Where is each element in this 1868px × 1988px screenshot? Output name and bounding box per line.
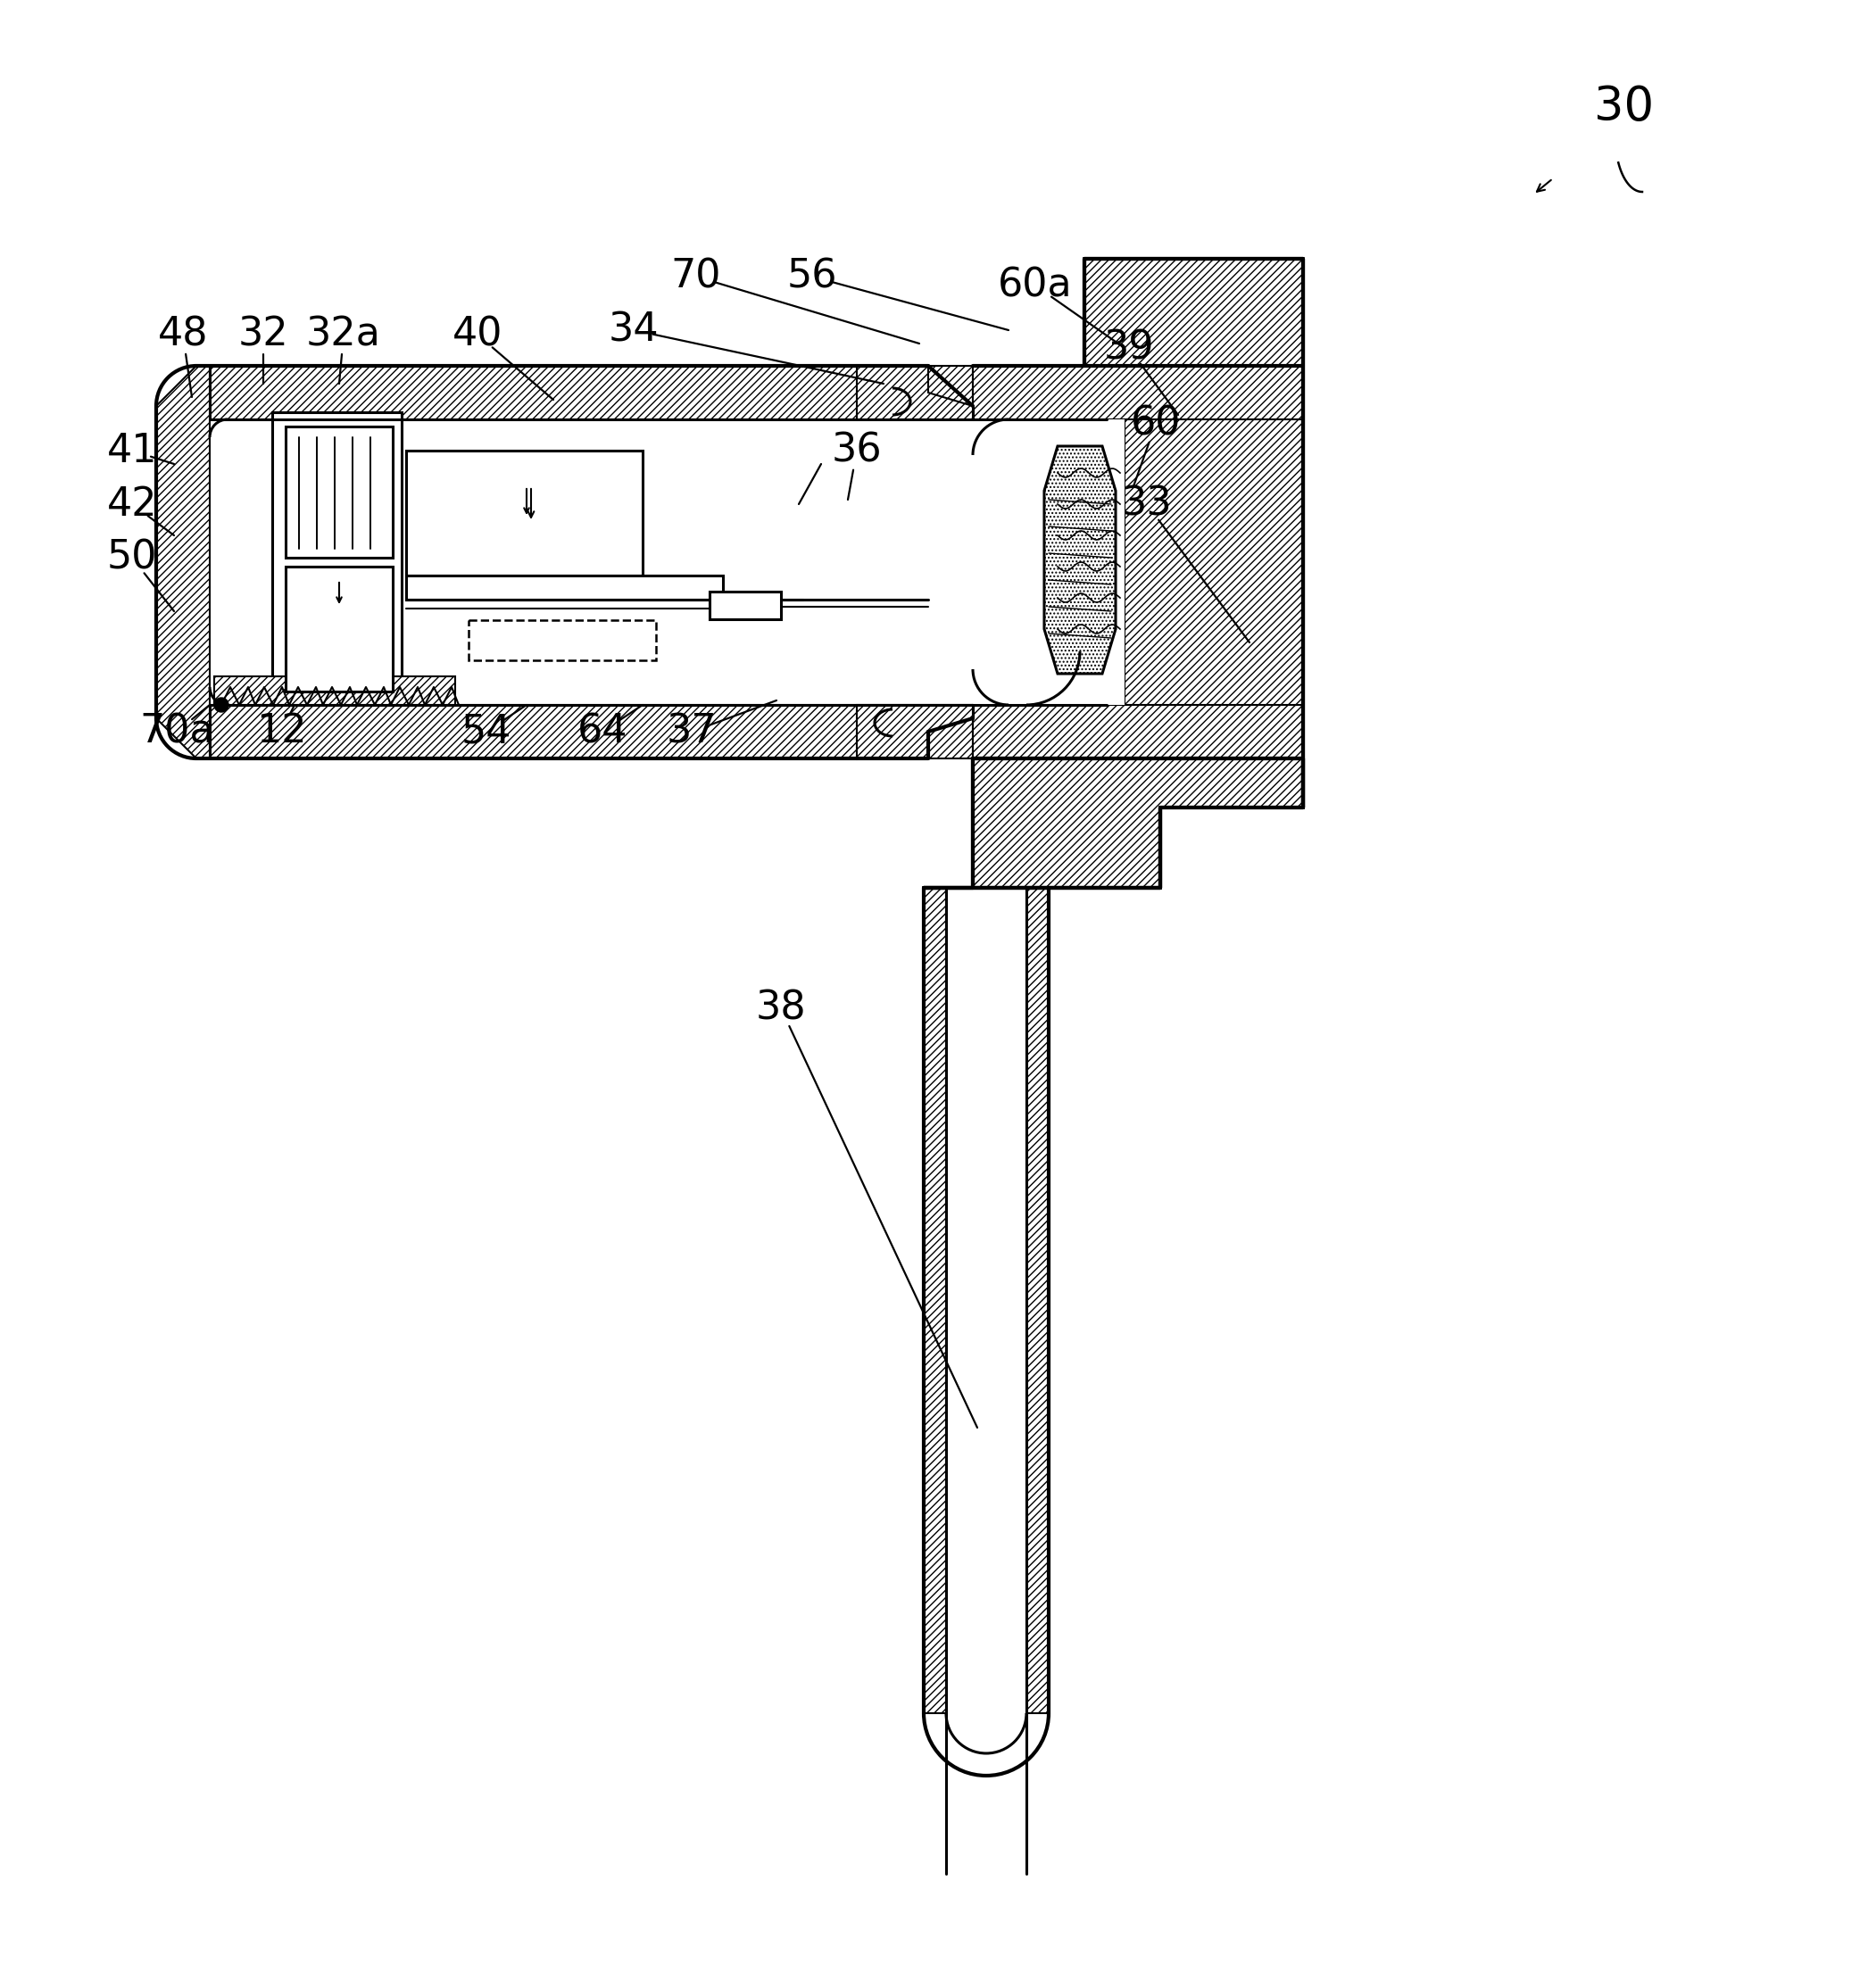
Polygon shape bbox=[710, 592, 781, 618]
Polygon shape bbox=[286, 427, 392, 559]
Text: 32a: 32a bbox=[306, 316, 381, 354]
Polygon shape bbox=[1026, 889, 1048, 1714]
Polygon shape bbox=[1125, 419, 1304, 706]
Text: 38: 38 bbox=[757, 990, 807, 1028]
Text: 60: 60 bbox=[1130, 406, 1181, 443]
Polygon shape bbox=[286, 567, 392, 692]
Text: 48: 48 bbox=[157, 316, 207, 354]
Polygon shape bbox=[973, 419, 1125, 706]
Polygon shape bbox=[1085, 258, 1304, 366]
Polygon shape bbox=[157, 366, 209, 759]
Polygon shape bbox=[1044, 445, 1115, 674]
Polygon shape bbox=[215, 676, 456, 706]
Text: 64: 64 bbox=[577, 712, 628, 751]
Polygon shape bbox=[973, 366, 1304, 419]
Polygon shape bbox=[925, 759, 1304, 889]
Text: 50: 50 bbox=[106, 539, 157, 577]
Polygon shape bbox=[209, 366, 973, 419]
Polygon shape bbox=[209, 419, 973, 706]
Text: 54: 54 bbox=[461, 712, 512, 751]
Text: 41: 41 bbox=[106, 431, 157, 469]
Text: 37: 37 bbox=[667, 712, 717, 751]
Polygon shape bbox=[857, 706, 973, 759]
Polygon shape bbox=[209, 706, 973, 759]
Text: 34: 34 bbox=[609, 310, 659, 350]
Polygon shape bbox=[405, 451, 643, 575]
Text: 42: 42 bbox=[106, 485, 157, 523]
Text: 70: 70 bbox=[671, 256, 721, 296]
Polygon shape bbox=[973, 759, 1304, 889]
Text: 32: 32 bbox=[237, 316, 290, 354]
Text: 30: 30 bbox=[1595, 83, 1655, 131]
Polygon shape bbox=[857, 366, 973, 419]
Text: 40: 40 bbox=[452, 316, 502, 354]
Text: 12: 12 bbox=[256, 712, 306, 751]
Polygon shape bbox=[273, 412, 402, 696]
Text: 70a: 70a bbox=[140, 712, 215, 751]
Text: 36: 36 bbox=[831, 431, 882, 469]
Polygon shape bbox=[405, 575, 723, 600]
Text: 56: 56 bbox=[786, 256, 837, 296]
Polygon shape bbox=[973, 706, 1304, 759]
Polygon shape bbox=[925, 889, 945, 1714]
Text: 60a: 60a bbox=[998, 266, 1072, 304]
Text: 33: 33 bbox=[1121, 485, 1173, 523]
Text: 39: 39 bbox=[1104, 328, 1154, 368]
Circle shape bbox=[215, 698, 228, 712]
